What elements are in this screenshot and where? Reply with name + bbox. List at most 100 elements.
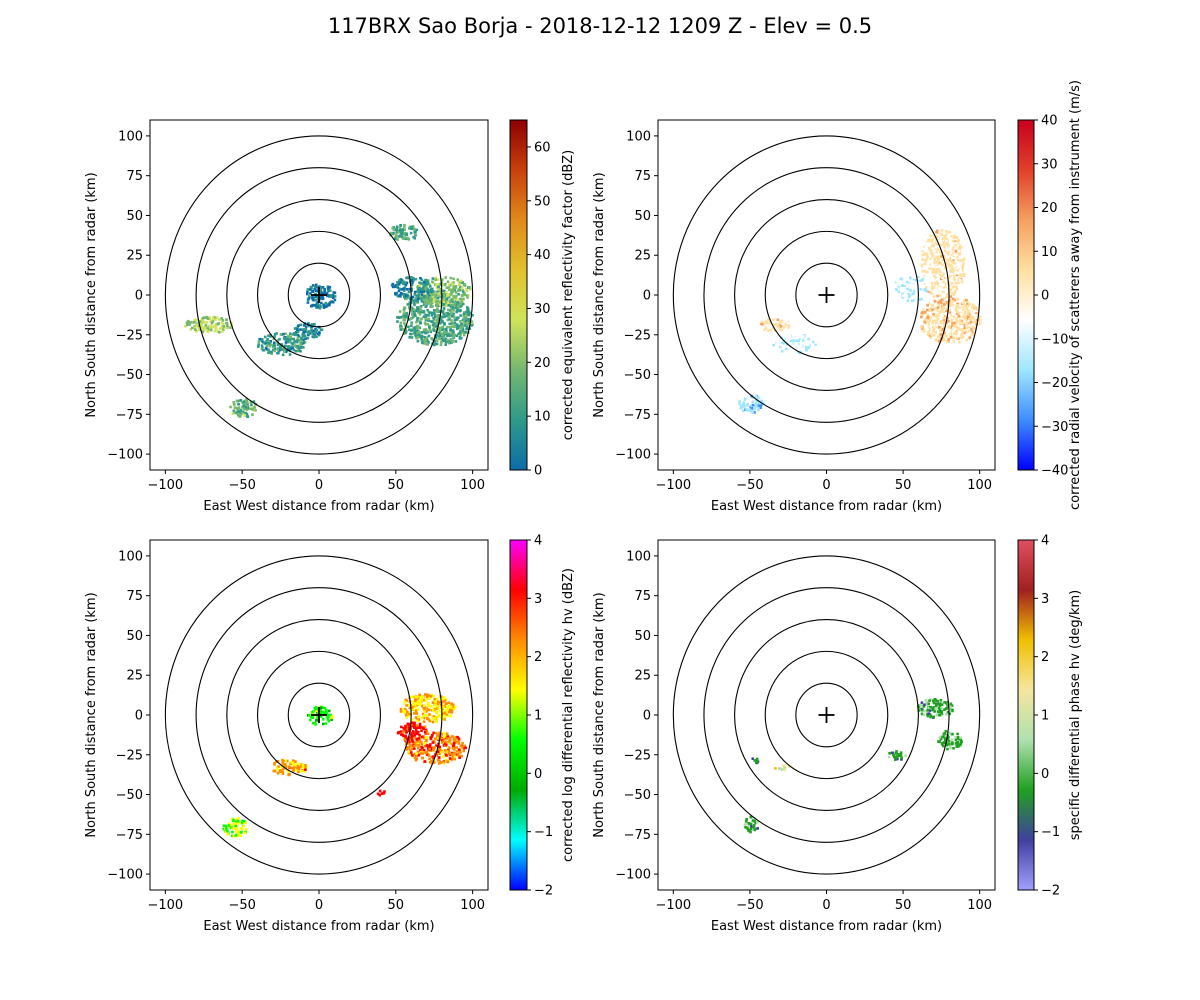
echo-cell [926, 315, 930, 319]
echo-cell [427, 704, 431, 707]
echo-cell [452, 315, 456, 319]
echo-cell [942, 243, 945, 246]
colorbar-tick-label: 30 [1041, 157, 1058, 172]
echo-cell [753, 828, 757, 832]
echo-cell [440, 732, 443, 736]
echo-cell [438, 731, 442, 734]
echo-cell [919, 704, 923, 707]
echo-cell [805, 348, 809, 352]
echo-cell [787, 322, 791, 325]
echo-cell [296, 764, 300, 768]
echo-cell [957, 249, 961, 253]
echo-cell [411, 707, 415, 711]
figure-title: 117BRX Sao Borja - 2018-12-12 1209 Z - E… [327, 14, 873, 38]
echo-cell [941, 263, 944, 267]
echo-cell [936, 229, 939, 233]
echo-cell [938, 265, 941, 268]
echo-cell [766, 329, 770, 332]
echo-cell [931, 706, 935, 710]
echo-cell [288, 353, 292, 356]
echo-cell [440, 739, 444, 742]
y-tick-label: 100 [626, 549, 651, 564]
echo-cell [784, 345, 787, 349]
echo-cell [434, 295, 437, 299]
echo-cell [948, 709, 952, 713]
echo-cell [301, 335, 305, 338]
echo-cell [417, 737, 421, 740]
echo-cell [193, 318, 197, 322]
echo-cell [923, 248, 927, 251]
echo-cell [930, 285, 933, 288]
echo-cell [745, 826, 748, 829]
echo-cell [395, 227, 399, 231]
echo-cell [918, 276, 922, 279]
echo-cell [444, 332, 447, 336]
echo-cell [973, 326, 976, 330]
echo-cell [927, 333, 931, 336]
echo-cell [931, 287, 934, 291]
echo-cell [414, 299, 418, 302]
echo-cell [418, 312, 422, 316]
echo-cell [399, 224, 402, 227]
y-axis-label: North South distance from radar (km) [592, 172, 607, 417]
echo-cell [403, 702, 407, 705]
echo-cell [942, 735, 946, 739]
echo-cell [451, 325, 454, 328]
echo-cell [311, 711, 314, 714]
echo-cell [967, 310, 971, 314]
echo-cell [455, 323, 459, 326]
echo-cell [273, 769, 277, 773]
echo-cell [314, 327, 317, 331]
echo-cell [940, 709, 943, 713]
echo-cell [936, 294, 939, 298]
echo-cell [954, 295, 958, 299]
echo-cell [950, 320, 954, 324]
echo-cell [409, 711, 412, 714]
echo-cell [397, 316, 401, 320]
echo-cell [416, 708, 420, 711]
echo-cell [233, 406, 237, 410]
echo-cell [442, 298, 445, 301]
echo-cell [418, 726, 422, 730]
echo-cell [399, 730, 403, 733]
echo-cell [932, 295, 936, 298]
echo-cell [926, 264, 929, 268]
echo-cell [942, 744, 945, 748]
echo-cell [408, 740, 412, 744]
echo-cell [441, 339, 445, 342]
echo-cell [925, 252, 929, 256]
echo-cell [933, 249, 937, 252]
echo-cell [416, 317, 419, 320]
echo-cell [936, 306, 940, 309]
echo-cell [945, 328, 948, 331]
echo-cell [376, 792, 380, 796]
x-tick-label: −100 [655, 898, 691, 913]
echo-cell [423, 339, 426, 343]
echo-cell [426, 747, 430, 750]
echo-cell [310, 328, 313, 332]
echo-cell [796, 342, 800, 346]
echo-cell [301, 766, 305, 769]
colorbar-label: specific differential phase hv (deg/km) [1068, 590, 1083, 840]
echo-cell [232, 834, 236, 838]
echo-cell [297, 770, 300, 774]
echo-cell [450, 742, 454, 746]
echo-cell [235, 818, 238, 821]
x-tick-label: −50 [228, 478, 255, 493]
echo-cell [422, 720, 426, 724]
echo-cell [420, 337, 423, 341]
echo-cell [963, 317, 967, 321]
echo-cell [933, 261, 936, 265]
echo-cell [433, 340, 436, 343]
echo-cell [425, 729, 428, 733]
echo-cell [938, 311, 941, 315]
echo-cell [452, 277, 455, 281]
range-ring [734, 198, 919, 392]
echo-cell [414, 277, 418, 281]
echo-cell [403, 314, 406, 318]
colorbar [1017, 539, 1035, 891]
echo-cell [968, 325, 972, 329]
echo-cell [418, 733, 421, 737]
echo-cell [745, 396, 749, 400]
echo-cell [744, 395, 747, 398]
